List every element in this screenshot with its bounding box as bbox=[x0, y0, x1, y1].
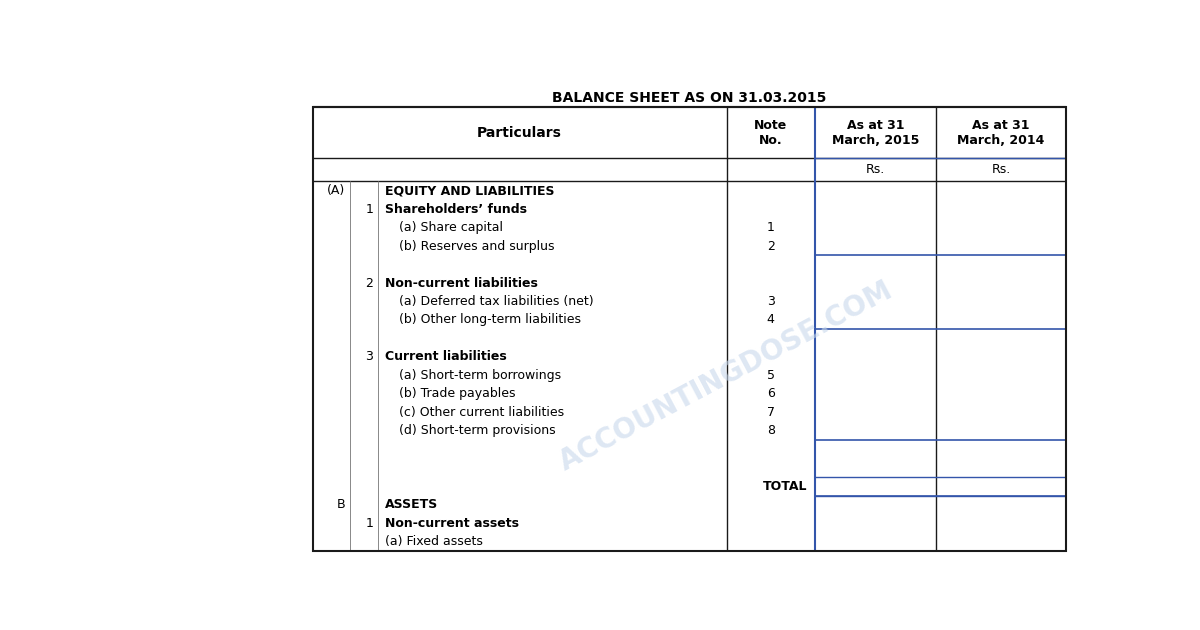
Text: (A): (A) bbox=[328, 184, 346, 197]
Text: B: B bbox=[337, 498, 346, 512]
Text: As at 31
March, 2014: As at 31 March, 2014 bbox=[958, 118, 1045, 147]
Text: EQUITY AND LIABILITIES: EQUITY AND LIABILITIES bbox=[385, 184, 554, 197]
Text: 3: 3 bbox=[365, 350, 373, 364]
Text: (b) Reserves and surplus: (b) Reserves and surplus bbox=[400, 239, 554, 253]
Text: 5: 5 bbox=[767, 369, 775, 382]
Text: (a) Deferred tax liabilities (net): (a) Deferred tax liabilities (net) bbox=[400, 295, 594, 308]
Text: 2: 2 bbox=[365, 277, 373, 290]
Text: 1: 1 bbox=[767, 221, 775, 234]
Text: 6: 6 bbox=[767, 387, 775, 401]
Text: 7: 7 bbox=[767, 406, 775, 419]
Text: Shareholders’ funds: Shareholders’ funds bbox=[385, 203, 527, 215]
Bar bbox=[313, 107, 1066, 551]
Text: 8: 8 bbox=[767, 425, 775, 437]
Text: 1: 1 bbox=[365, 517, 373, 530]
Text: (b) Other long-term liabilities: (b) Other long-term liabilities bbox=[400, 314, 581, 326]
Text: Rs.: Rs. bbox=[991, 163, 1010, 176]
Text: BALANCE SHEET AS ON 31.03.2015: BALANCE SHEET AS ON 31.03.2015 bbox=[552, 91, 827, 105]
Text: (a) Share capital: (a) Share capital bbox=[400, 221, 503, 234]
Text: 3: 3 bbox=[767, 295, 775, 308]
Text: (d) Short-term provisions: (d) Short-term provisions bbox=[400, 425, 556, 437]
Text: 1: 1 bbox=[365, 203, 373, 215]
Text: 4: 4 bbox=[767, 314, 775, 326]
Text: 2: 2 bbox=[767, 239, 775, 253]
Text: ASSETS: ASSETS bbox=[385, 498, 438, 512]
Text: (a) Fixed assets: (a) Fixed assets bbox=[385, 536, 484, 548]
Text: (b) Trade payables: (b) Trade payables bbox=[400, 387, 516, 401]
Text: ACCOUNTINGDOSE.COM: ACCOUNTINGDOSE.COM bbox=[554, 276, 899, 476]
Text: (c) Other current liabilities: (c) Other current liabilities bbox=[400, 406, 564, 419]
Text: Note
No.: Note No. bbox=[754, 118, 787, 147]
Text: As at 31
March, 2015: As at 31 March, 2015 bbox=[832, 118, 919, 147]
Text: Current liabilities: Current liabilities bbox=[385, 350, 508, 364]
Text: Non-current liabilities: Non-current liabilities bbox=[385, 277, 538, 290]
Text: (a) Short-term borrowings: (a) Short-term borrowings bbox=[400, 369, 562, 382]
Text: Rs.: Rs. bbox=[865, 163, 886, 176]
Text: TOTAL: TOTAL bbox=[763, 480, 808, 493]
Text: Particulars: Particulars bbox=[478, 125, 562, 140]
Text: Non-current assets: Non-current assets bbox=[385, 517, 520, 530]
